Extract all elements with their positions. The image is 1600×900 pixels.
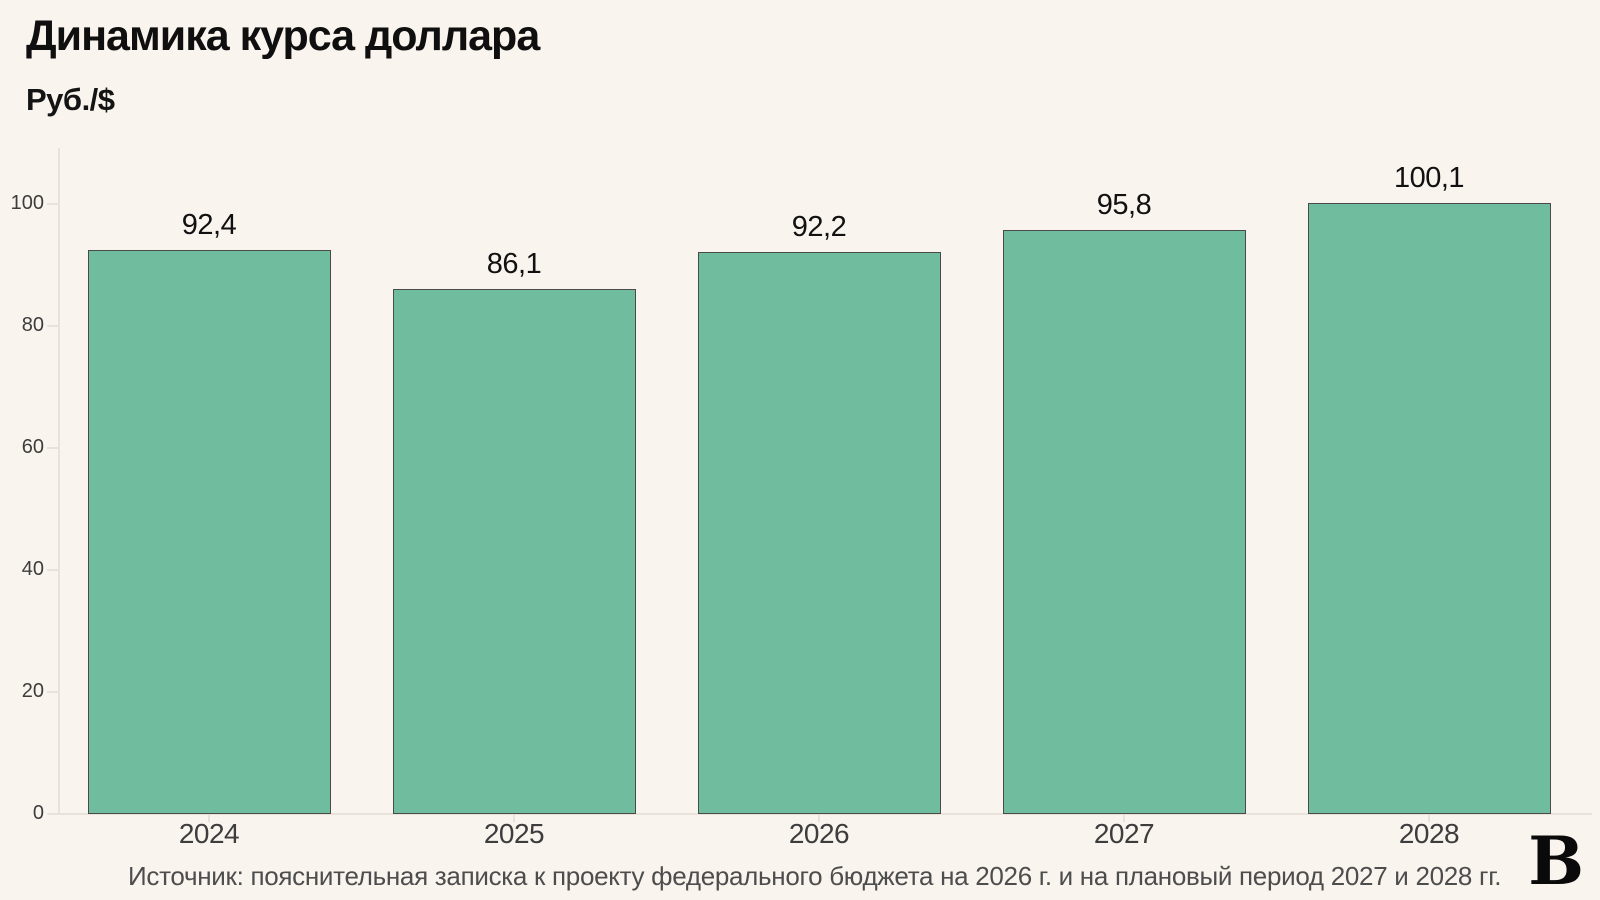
y-tick-mark <box>47 569 58 571</box>
bar-value-label: 92,4 <box>181 209 237 242</box>
y-tick-label: 80 <box>21 314 44 336</box>
bar-value-label: 100,1 <box>1393 162 1465 195</box>
x-axis-label: 2025 <box>483 818 545 849</box>
bar-2024 <box>87 250 331 814</box>
chart-title: Динамика курса доллара <box>26 12 540 60</box>
x-axis-label: 2026 <box>788 818 850 849</box>
bar-2027 <box>1002 229 1246 814</box>
y-tick-mark <box>47 813 58 815</box>
y-tick-label: 40 <box>21 558 44 580</box>
bar-value-label: 86,1 <box>486 247 542 280</box>
y-axis-units-label: Руб./$ <box>26 82 115 117</box>
y-axis-line <box>58 148 60 815</box>
x-axis-line <box>58 813 1592 815</box>
y-tick-mark <box>47 691 58 693</box>
y-tick-mark <box>47 447 58 449</box>
y-tick-label: 0 <box>32 802 44 824</box>
source-note: Источник: пояснительная записка к проект… <box>128 861 1502 891</box>
vedomosti-logo: В <box>1528 822 1584 900</box>
y-tick-mark <box>47 203 58 205</box>
bar-value-label: 95,8 <box>1096 188 1152 221</box>
x-tick-mark <box>208 814 210 822</box>
bar-2026 <box>697 251 941 814</box>
x-axis-label: 2027 <box>1093 818 1155 849</box>
bar-2025 <box>392 288 636 814</box>
bar-2028 <box>1307 203 1551 814</box>
y-tick-mark <box>47 325 58 327</box>
x-tick-mark <box>1428 814 1430 822</box>
y-tick-label: 60 <box>21 436 44 458</box>
bar-value-label: 92,2 <box>791 210 847 243</box>
x-axis-label: 2024 <box>178 818 240 849</box>
x-tick-mark <box>818 814 820 822</box>
y-tick-label: 20 <box>21 680 44 702</box>
x-tick-mark <box>513 814 515 822</box>
x-axis-label: 2028 <box>1398 818 1460 849</box>
y-tick-label: 100 <box>10 192 44 214</box>
x-tick-mark <box>1123 814 1125 822</box>
